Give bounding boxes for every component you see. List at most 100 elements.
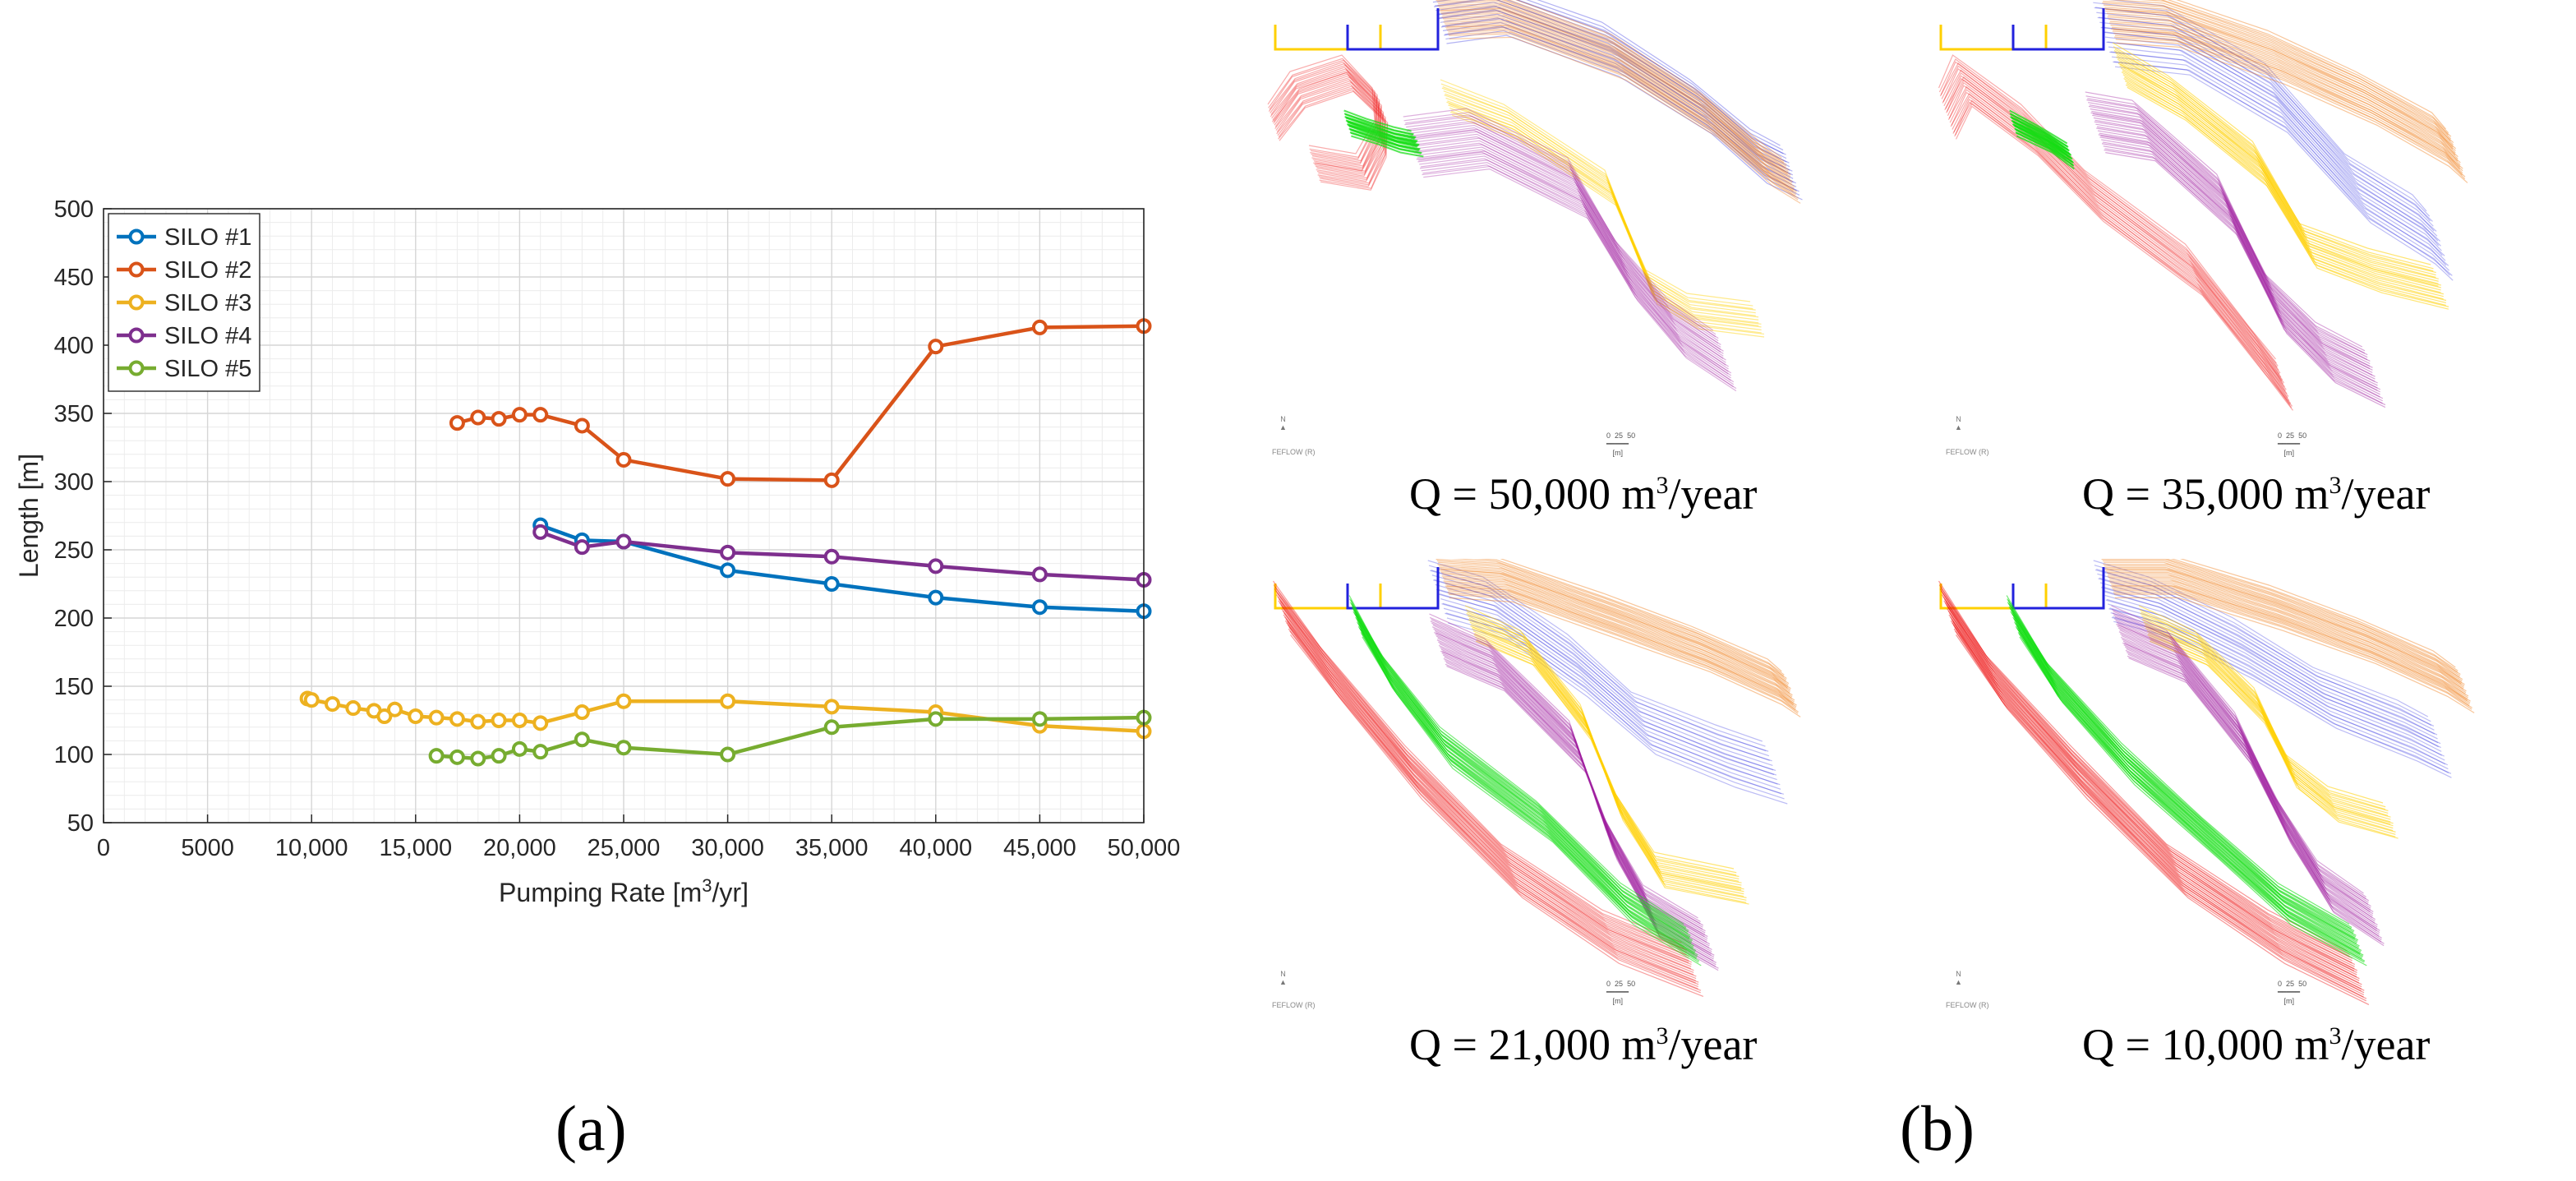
- pathline: [2016, 627, 2363, 957]
- pathline: [2105, 10, 2456, 151]
- pathline: [1416, 150, 1732, 374]
- pathline: [2094, 569, 2435, 727]
- pathline: [2102, 560, 2461, 676]
- pathline: [2015, 129, 2074, 164]
- pathline: [1947, 608, 2360, 980]
- pathline: [2104, 569, 2465, 685]
- pathline: [2087, 98, 2366, 354]
- pathline: [1275, 80, 1384, 181]
- pathline: [2094, 119, 2373, 376]
- pathline: [1449, 103, 1759, 326]
- pathline: [1440, 568, 1788, 689]
- bundle-purple: [2111, 605, 2385, 947]
- map-caption-35000: Q = 35,000 m3/year: [2082, 469, 2431, 519]
- pathline: [1355, 616, 1694, 947]
- pathline: [1447, 100, 1759, 324]
- pathline: [1942, 593, 2353, 964]
- pathline: [1274, 76, 1383, 177]
- data-point: [574, 539, 590, 556]
- pathline: [1938, 54, 2276, 360]
- pathline: [1277, 85, 1386, 186]
- pathline: [2115, 53, 2436, 276]
- map-caption-50000: Q = 50,000 m3/year: [1409, 469, 1758, 519]
- pathline: [2104, 148, 2383, 404]
- pathline: [1441, 15, 1793, 182]
- north-arrow-icon: N ▲: [1955, 415, 1962, 431]
- pathline: [1952, 99, 2291, 405]
- data-point: [511, 713, 528, 728]
- data-point: [376, 708, 393, 725]
- pathline: [2101, 558, 2461, 676]
- pathline: [2093, 117, 2373, 373]
- pathline: [1343, 109, 1412, 132]
- pathline: [1444, 95, 1759, 318]
- pathline: [2086, 99, 2368, 356]
- pathline: [1273, 580, 1682, 943]
- pathline: [2104, 8, 2457, 150]
- pathline: [2113, 614, 2369, 903]
- pathline: [2101, 143, 2384, 399]
- pathline: [1514, 0, 1782, 159]
- pathline: [1948, 85, 2287, 390]
- pathline: [1516, 0, 1784, 155]
- pathline: [2117, 627, 2373, 916]
- pathline: [1270, 64, 1379, 165]
- pathline: [1434, 579, 1770, 761]
- pathline: [1415, 142, 1726, 366]
- pathline: [1412, 137, 1726, 361]
- pathline: [1288, 626, 1698, 990]
- pathline: [1440, 6, 1789, 173]
- pathline: [2127, 652, 2382, 941]
- pathline: [2097, 573, 2435, 731]
- scale-bar: 0 25 50 ━━━━━ [m]: [2278, 431, 2307, 457]
- pathline: [2112, 612, 2370, 902]
- pathline: [1941, 590, 2353, 962]
- north-arrow-icon: N ▲: [1955, 970, 1962, 986]
- pathline: [1447, 592, 1799, 713]
- pathline: [1430, 620, 1704, 926]
- data-point: [574, 731, 590, 748]
- pathline: [2124, 76, 2444, 300]
- data-point: [386, 701, 403, 717]
- pathline: [2016, 131, 2075, 167]
- pathline: [1446, 101, 1762, 325]
- data-point: [720, 562, 736, 579]
- pathline: [1429, 616, 1701, 922]
- pathline: [1442, 577, 1793, 698]
- pathline: [2108, 603, 2445, 761]
- pathline: [1408, 128, 1724, 352]
- pathline: [1440, 13, 1794, 179]
- pathline: [1938, 58, 2277, 364]
- pathline: [2122, 640, 2378, 930]
- legend-label: SILO #3: [164, 290, 251, 316]
- pathline: [1442, 12, 1790, 181]
- well-blue: [2011, 8, 2105, 51]
- pathline: [2126, 82, 2446, 307]
- pathline: [2103, 590, 2441, 749]
- pathline: [1431, 619, 1701, 925]
- pathline: [2111, 56, 2450, 271]
- map-caption-21000: Q = 21,000 m3/year: [1409, 1020, 1758, 1069]
- pathline: [1949, 612, 2360, 984]
- pathline: [2090, 112, 2373, 368]
- pathline: [1445, 587, 1797, 708]
- pathline: [1268, 61, 1378, 162]
- pathline: [1268, 58, 1376, 158]
- pathline: [1348, 122, 1416, 144]
- pathline: [1419, 159, 1735, 383]
- pathline: [2150, 639, 2396, 837]
- pathline: [1283, 612, 1694, 976]
- pathline: [2104, 36, 2442, 251]
- pathline: [1273, 73, 1382, 173]
- pathline: [2012, 616, 2360, 947]
- pathline: [1946, 79, 2284, 385]
- pathline: [1448, 590, 1796, 711]
- data-point: [1031, 566, 1048, 583]
- x-tick-label: 45,000: [1003, 835, 1076, 861]
- map-panel-10000: [1931, 551, 2572, 1019]
- pathline: [2116, 42, 2468, 183]
- pathline: [1941, 594, 2356, 966]
- pathline: [1449, 36, 1801, 204]
- pathline: [1439, 569, 1791, 690]
- pathline: [1438, 593, 1777, 776]
